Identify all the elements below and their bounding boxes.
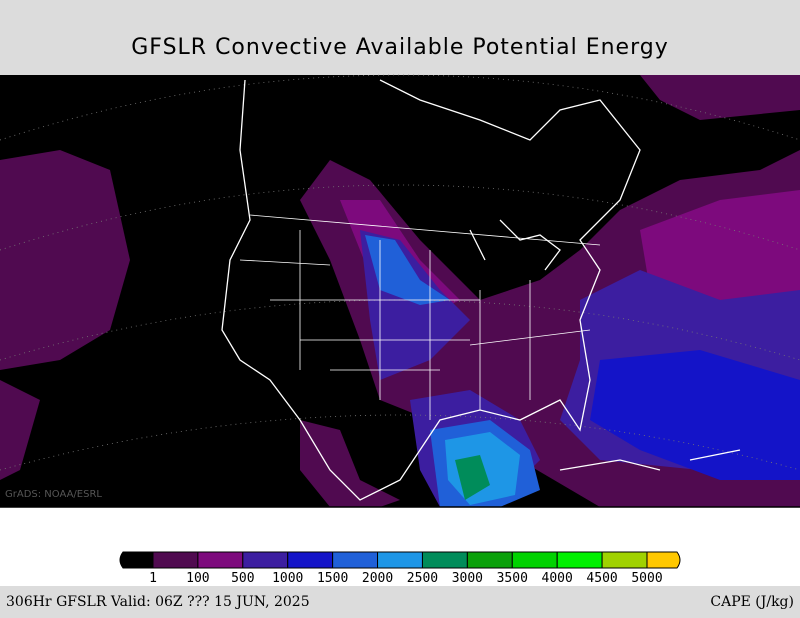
border xyxy=(239,214,601,420)
colorbar-label: 4000 xyxy=(542,571,573,586)
colorbar-box xyxy=(197,551,244,569)
colorbar-label: 500 xyxy=(231,571,254,586)
coastline xyxy=(221,79,641,501)
colorbar-box xyxy=(556,551,603,569)
cape-area xyxy=(590,350,800,480)
colorbar-label: 4500 xyxy=(586,571,617,586)
footer-left: 306Hr GFSLR Valid: 06Z ??? 15 JUN, 2025 xyxy=(6,594,310,610)
colorbar-label: 1500 xyxy=(317,571,348,586)
footer-band xyxy=(0,586,800,618)
colorbar-label: 2500 xyxy=(407,571,438,586)
colorbar-box xyxy=(332,551,379,569)
header-band xyxy=(0,0,800,75)
legend: 1 100 500 1000 1500 2000 2500 3000 3500 4000 4500 5… xyxy=(119,551,681,586)
colorbar-end xyxy=(646,551,681,569)
colorbar-box xyxy=(466,551,513,569)
cape-area xyxy=(300,420,400,507)
cape-area xyxy=(0,380,40,480)
colorbar-label: 1 xyxy=(149,571,157,586)
colorbar-box xyxy=(421,551,468,569)
colorbar-label: 1000 xyxy=(272,571,303,586)
colorbar-box xyxy=(287,551,334,569)
colorbar-label: 5000 xyxy=(631,571,662,586)
colorbar-box xyxy=(511,551,558,569)
colorbar-box xyxy=(377,551,423,569)
colorbar-box xyxy=(242,551,289,569)
colorbar-label: 2000 xyxy=(362,571,393,586)
colorbar-box xyxy=(152,551,199,569)
map: GrADS: NOAA/ESRL xyxy=(0,74,800,507)
cape-area xyxy=(0,150,130,370)
watermark: GrADS: NOAA/ESRL xyxy=(5,489,102,500)
colorbar-box xyxy=(601,551,648,569)
cape-area xyxy=(455,455,490,500)
map-title: GFSLR Convective Available Potential Ene… xyxy=(131,35,668,60)
colorbar-label: 3000 xyxy=(452,571,483,586)
colorbar-end xyxy=(119,551,154,569)
colorbar-label: 100 xyxy=(186,571,209,586)
cape-area xyxy=(365,235,450,305)
cape-area xyxy=(640,190,800,300)
colorbar-label: 3500 xyxy=(497,571,528,586)
coastline xyxy=(469,219,741,471)
footer-right: CAPE (J/kg) xyxy=(710,594,794,610)
